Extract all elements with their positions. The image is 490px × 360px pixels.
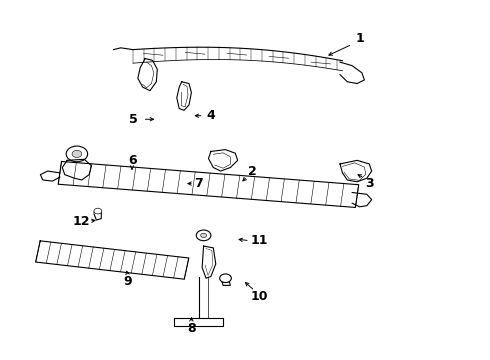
Text: 11: 11 bbox=[251, 234, 269, 247]
Polygon shape bbox=[58, 162, 359, 207]
Text: 3: 3 bbox=[365, 177, 373, 190]
Text: 5: 5 bbox=[128, 113, 137, 126]
Circle shape bbox=[66, 146, 88, 162]
Text: 6: 6 bbox=[129, 154, 137, 167]
Text: 9: 9 bbox=[124, 275, 132, 288]
Polygon shape bbox=[40, 171, 60, 181]
Text: 1: 1 bbox=[355, 32, 364, 45]
Text: 4: 4 bbox=[206, 109, 215, 122]
Polygon shape bbox=[94, 212, 101, 220]
Polygon shape bbox=[177, 82, 192, 111]
Text: 12: 12 bbox=[73, 215, 91, 228]
Circle shape bbox=[94, 208, 102, 214]
Circle shape bbox=[196, 230, 211, 241]
Circle shape bbox=[201, 233, 206, 238]
Polygon shape bbox=[138, 59, 157, 91]
Circle shape bbox=[220, 274, 231, 283]
Text: 7: 7 bbox=[195, 177, 203, 190]
Polygon shape bbox=[174, 318, 223, 327]
Text: 2: 2 bbox=[248, 165, 257, 177]
Polygon shape bbox=[352, 193, 372, 207]
Polygon shape bbox=[202, 246, 216, 278]
Polygon shape bbox=[36, 241, 189, 279]
Polygon shape bbox=[208, 150, 238, 171]
Circle shape bbox=[72, 150, 82, 157]
Polygon shape bbox=[340, 160, 372, 182]
Polygon shape bbox=[340, 62, 365, 84]
Text: 8: 8 bbox=[187, 322, 196, 335]
Polygon shape bbox=[62, 159, 92, 180]
Text: 10: 10 bbox=[251, 289, 269, 303]
Polygon shape bbox=[133, 47, 343, 71]
